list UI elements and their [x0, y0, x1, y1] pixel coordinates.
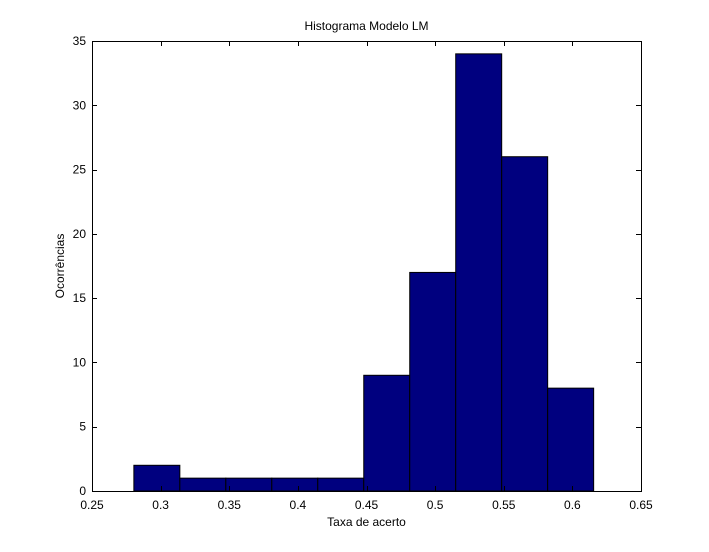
y-tick-label-1: 5: [79, 420, 86, 434]
x-tick-label-5: 0.5: [427, 498, 444, 512]
ticks-group: 0.25 0.3 0.35 0.4 0.45 0.5 0.55 0.6 0.65 0 5 10 15 20…: [73, 34, 653, 512]
y-tick-label-5: 25: [73, 163, 87, 177]
y-tick-label-2: 10: [73, 355, 87, 369]
y-axis-title: Ocorrências: [53, 234, 67, 299]
x-tick-label-3: 0.4: [290, 498, 307, 512]
histogram-bar-7: [455, 53, 503, 492]
histogram-bar-3: [271, 477, 319, 492]
histogram-bar-0: [133, 464, 181, 492]
x-tick-label-8: 0.65: [629, 498, 653, 512]
x-tick-label-7: 0.6: [564, 498, 581, 512]
histogram-bar-4: [317, 477, 365, 492]
y-tick-label-3: 15: [73, 291, 87, 305]
histogram-bar-5: [363, 374, 411, 492]
x-axis-title: Taxa de acerto: [327, 515, 406, 529]
histogram-bar-9: [547, 387, 595, 492]
histogram-bar-6: [409, 271, 457, 492]
x-tick-label-0: 0.25: [80, 498, 104, 512]
y-tick-label-0: 0: [79, 484, 86, 498]
x-tick-label-4: 0.45: [355, 498, 379, 512]
x-tick-label-6: 0.55: [492, 498, 516, 512]
y-tick-label-4: 20: [73, 227, 87, 241]
x-tick-label-1: 0.3: [152, 498, 169, 512]
plot-frame: [92, 41, 642, 492]
x-tick-label-2: 0.35: [218, 498, 242, 512]
y-tick-label-6: 30: [73, 98, 87, 112]
y-tick-label-7: 35: [73, 34, 87, 48]
histogram-bar-1: [179, 477, 227, 492]
chart-title: Histograma Modelo LM: [304, 19, 428, 33]
histogram-bar-2: [225, 477, 273, 492]
histogram-bar-8: [501, 156, 549, 492]
bars-group: [133, 53, 595, 492]
